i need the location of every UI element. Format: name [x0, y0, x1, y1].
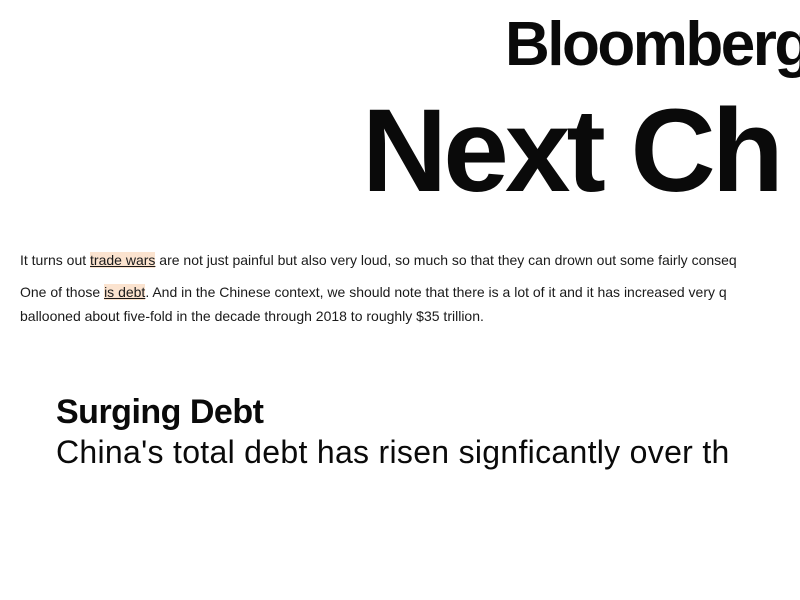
chart-subtitle: China's total debt has risen signficantl…	[56, 434, 730, 470]
article-body: It turns out trade wars are not just pai…	[20, 248, 800, 336]
brand-logo: Bloomberg	[505, 10, 800, 79]
trade-wars-link[interactable]: trade wars	[90, 252, 156, 268]
masthead: Bloomberg Next Ch	[0, 0, 800, 230]
paragraph-1-text-before: It turns out	[20, 252, 91, 268]
chart-header: Surging Debt China's total debt has rise…	[56, 392, 800, 472]
paragraph-2: One of those is debt. And in the Chinese…	[20, 280, 800, 328]
newsletter-title: Next Ch	[362, 85, 784, 217]
is-debt-link[interactable]: is debt	[104, 284, 146, 300]
paragraph-1-text-after: are not just painful but also very loud,…	[155, 252, 737, 268]
paragraph-2-line-2: ballooned about five-fold in the decade …	[20, 308, 484, 324]
paragraph-2-text-after: . And in the Chinese context, we should …	[145, 284, 727, 300]
paragraph-1: It turns out trade wars are not just pai…	[20, 248, 800, 272]
paragraph-2-text-before: One of those	[20, 284, 105, 300]
chart-title: Surging Debt	[56, 393, 264, 431]
